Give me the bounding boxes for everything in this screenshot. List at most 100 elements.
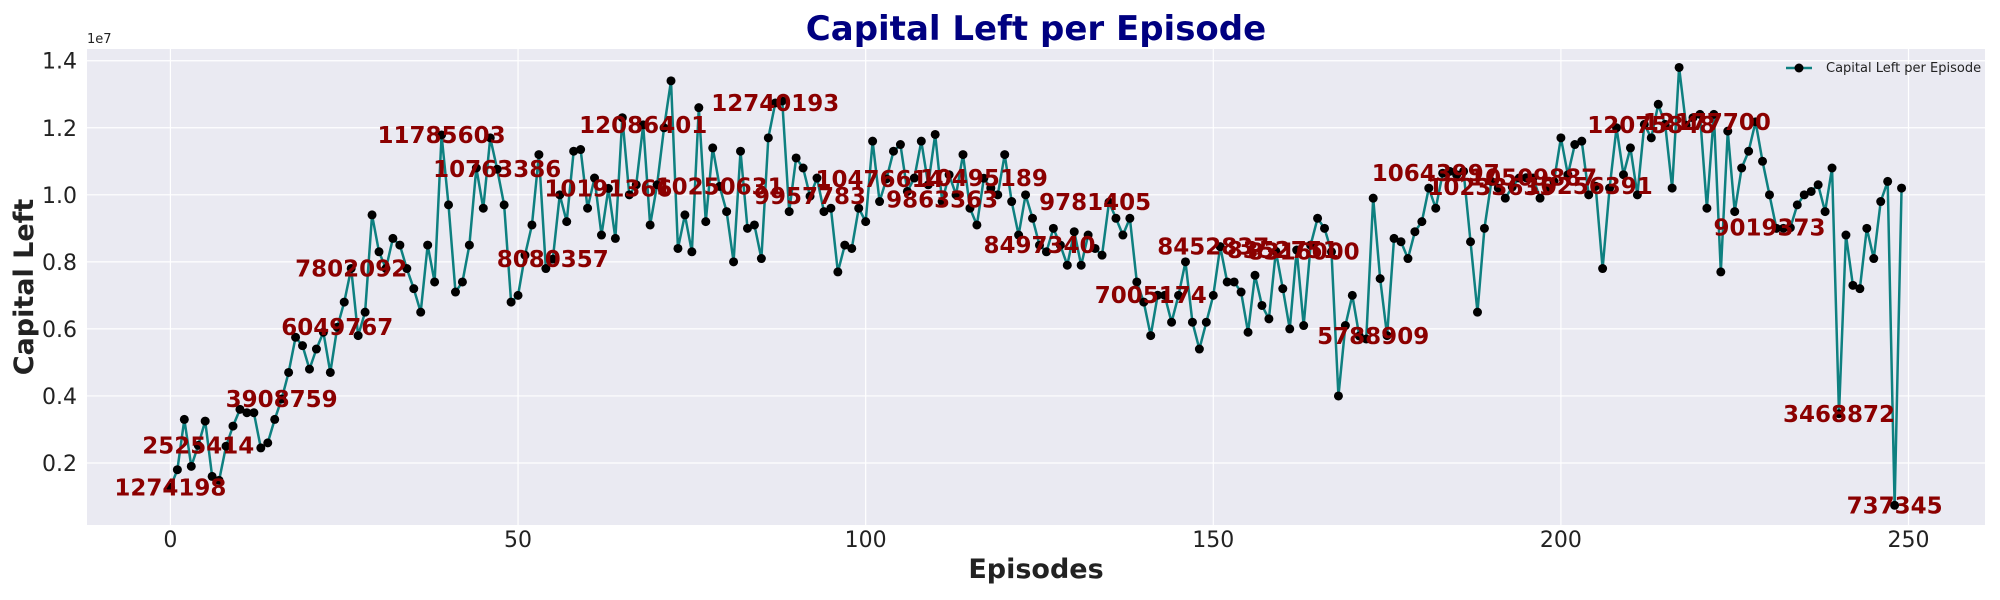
- data-point: [1215, 242, 1225, 252]
- legend: Capital Left per Episode: [1786, 61, 1981, 76]
- data-point: [1111, 213, 1121, 223]
- annotation-label: 7802092: [295, 256, 407, 282]
- data-point: [548, 254, 558, 264]
- data-point: [1744, 146, 1754, 156]
- data-point: [1751, 117, 1761, 127]
- data-point: [951, 190, 961, 200]
- data-point: [1354, 331, 1364, 341]
- data-point: [1723, 126, 1733, 136]
- data-point: [409, 284, 419, 294]
- data-point: [888, 146, 898, 156]
- data-point: [353, 331, 363, 341]
- annotation-label: 2525414: [142, 433, 254, 459]
- data-point: [652, 180, 662, 190]
- data-point: [1459, 166, 1469, 176]
- data-point: [1083, 230, 1093, 240]
- data-point: [979, 173, 989, 183]
- data-point: [444, 200, 454, 210]
- annotation-label: 10643997: [1372, 161, 1500, 187]
- series-line: [169, 66, 1903, 507]
- data-point: [1897, 183, 1907, 193]
- data-point: [450, 287, 460, 297]
- data-point: [965, 203, 975, 213]
- data-point: [1841, 230, 1851, 240]
- data-point: [492, 164, 502, 174]
- annotation-label: 9863363: [886, 187, 998, 213]
- data-point: [603, 183, 613, 193]
- data-point: [200, 416, 210, 426]
- y-ticks: 0.2 0.4 0.6 0.8 1.0 1.2 1.4: [42, 50, 77, 477]
- data-point: [1194, 344, 1204, 354]
- data-point: [708, 143, 718, 153]
- data-point: [332, 322, 342, 332]
- data-point: [645, 220, 655, 230]
- data-point: [1625, 143, 1635, 153]
- data-point: [1201, 317, 1211, 327]
- data-point: [833, 267, 843, 277]
- data-point: [742, 223, 752, 233]
- data-point: [1285, 324, 1295, 334]
- annotation-label: 10233635: [1427, 175, 1555, 201]
- data-point: [1313, 213, 1323, 223]
- data-point: [527, 220, 537, 230]
- x-tick-label: 150: [1192, 528, 1234, 553]
- data-point: [736, 146, 746, 156]
- data-point: [499, 200, 509, 210]
- data-point: [1396, 237, 1406, 247]
- data-point: [694, 103, 704, 113]
- data-point: [930, 129, 940, 139]
- data-point: [256, 443, 266, 453]
- data-point: [423, 240, 433, 250]
- annotation-label: 10509887: [1469, 166, 1597, 192]
- data-point: [1438, 168, 1448, 178]
- data-point: [1034, 240, 1044, 250]
- data-point: [1612, 123, 1622, 133]
- data-point: [1667, 183, 1677, 193]
- data-point: [576, 145, 586, 155]
- data-point: [923, 180, 933, 190]
- data-point: [1320, 223, 1330, 233]
- y-grid: [87, 60, 1985, 464]
- data-point: [1688, 113, 1698, 123]
- annotation-label: 3468872: [1783, 402, 1895, 428]
- data-point: [1681, 120, 1691, 130]
- data-point: [958, 150, 968, 160]
- annotation-label: 8080357: [497, 247, 609, 273]
- data-points: [165, 62, 1907, 510]
- annotation-label: 11785603: [378, 123, 506, 149]
- data-point: [1618, 170, 1628, 180]
- data-point: [339, 297, 349, 307]
- legend-marker-swatch: [1794, 63, 1804, 73]
- data-point: [1299, 321, 1309, 331]
- y-axis-title: Capital Left: [9, 199, 40, 376]
- data-point: [1257, 300, 1267, 310]
- data-point: [986, 183, 996, 193]
- data-point: [1542, 183, 1552, 193]
- data-point: [763, 133, 773, 143]
- data-point: [471, 163, 481, 173]
- data-point: [1333, 391, 1343, 401]
- data-point: [1472, 307, 1482, 317]
- data-point: [1785, 223, 1795, 233]
- data-point: [1153, 290, 1163, 300]
- data-point: [1876, 197, 1886, 207]
- data-point: [1292, 245, 1302, 255]
- data-point: [805, 191, 815, 201]
- data-point: [1674, 62, 1684, 72]
- data-point: [1605, 183, 1615, 193]
- data-point: [784, 207, 794, 217]
- data-point: [1771, 223, 1781, 233]
- annotation-label: 7005174: [1095, 283, 1207, 309]
- data-point: [1890, 500, 1900, 510]
- data-point: [263, 438, 273, 448]
- x-axis-title: Episodes: [968, 554, 1103, 585]
- data-point: [1521, 173, 1531, 183]
- data-point: [374, 247, 384, 257]
- data-point: [1577, 136, 1587, 146]
- data-point: [1813, 180, 1823, 190]
- data-point: [172, 465, 182, 475]
- data-point: [1549, 176, 1559, 186]
- data-point: [638, 120, 648, 130]
- data-point: [1090, 243, 1100, 253]
- data-point: [284, 367, 294, 377]
